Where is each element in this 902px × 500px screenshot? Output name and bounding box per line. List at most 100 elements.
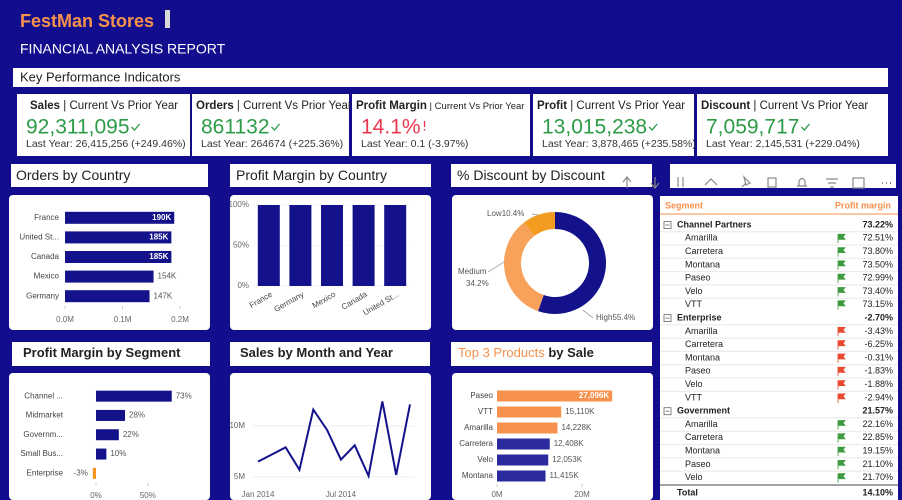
row-value: -0.31% <box>864 352 893 362</box>
category-label: France <box>34 213 59 222</box>
row-name: Carretera <box>685 246 723 256</box>
row-name: Carretera <box>685 339 723 349</box>
bar <box>95 409 126 421</box>
header-box <box>670 164 896 188</box>
y-tick-label: 0% <box>237 281 249 290</box>
x-tick-label: Jul 2014 <box>326 490 357 499</box>
pin-icon[interactable] <box>741 175 752 188</box>
row-value: -1.88% <box>864 379 893 389</box>
kpi-row: Sales | Current Vs Prior Year92,311,095L… <box>17 94 888 156</box>
kpi-value: 14.1% <box>361 116 421 139</box>
bar <box>257 205 280 286</box>
bar <box>65 251 172 263</box>
header-box <box>12 342 210 366</box>
value-label: 11,415K <box>550 471 580 480</box>
column-header: Segment <box>665 200 703 210</box>
chart-title: Sales by Month and Year <box>240 345 393 360</box>
kpi-card <box>17 94 190 156</box>
kpi-flag-icon <box>837 300 846 310</box>
slice-category: Low <box>487 209 502 218</box>
kpi-label: Orders | Current Vs Prior Year <box>196 100 352 112</box>
kpi-label-name: Profit <box>537 100 567 112</box>
value-label: 147K <box>154 291 173 300</box>
x-tick-label: 0.0M <box>56 315 74 324</box>
section-title: Key Performance Indicators <box>20 69 181 84</box>
chart-title-highlight: Top 3 Products <box>458 345 545 360</box>
column-header: Profit margin <box>835 200 891 210</box>
x-tick-label: 0.1M <box>114 315 132 324</box>
row-value: -1.83% <box>864 366 893 376</box>
kpi-check-icon <box>648 123 658 131</box>
category-label: Midmarket <box>26 411 64 420</box>
kpi-flag-icon <box>837 446 846 457</box>
value-label: 28% <box>129 411 145 420</box>
row-name: Paseo <box>685 273 711 283</box>
value-label: 12,408K <box>554 439 584 448</box>
alert-icon[interactable] <box>797 177 807 187</box>
focus-icon[interactable] <box>852 177 865 189</box>
group-name: Government <box>677 406 730 416</box>
row-value: 73.50% <box>862 259 893 269</box>
bar <box>384 205 407 286</box>
bar <box>497 470 546 482</box>
slice-category: High <box>596 313 612 322</box>
bar <box>95 448 107 460</box>
value-label: 185K <box>149 233 168 242</box>
copy-icon[interactable] <box>767 177 777 188</box>
row-name: Amarilla <box>685 326 718 336</box>
kpi-check-icon <box>131 123 141 131</box>
slice-category: Medium <box>458 267 487 276</box>
group-name: Channel Partners <box>677 219 752 229</box>
kpi-flag-icon <box>837 260 846 270</box>
kpi-card <box>352 94 530 156</box>
row-value: -6.25% <box>864 339 893 349</box>
drill-icon[interactable] <box>677 177 684 187</box>
bar <box>497 390 613 402</box>
value-label: 14,228K <box>561 423 591 432</box>
row-name: VTT <box>685 392 703 402</box>
x-tick-label: 0% <box>90 491 102 500</box>
category-label: Governm... <box>23 430 63 439</box>
category-label: Montana <box>462 471 494 480</box>
toolbar[interactable] <box>622 175 891 189</box>
kpi-flag-icon <box>837 247 846 257</box>
chart-title: Profit Margin by Segment <box>23 345 181 360</box>
x-tick-label: 0.2M <box>171 315 189 324</box>
value-label: -3% <box>74 468 88 477</box>
bar <box>497 422 558 434</box>
kpi-card <box>697 94 888 156</box>
bar <box>65 270 154 283</box>
kpi-label-suffix: | Current Vs Prior Year <box>234 100 352 112</box>
kpi-label: Profit Margin | Current Vs Prior Year <box>356 100 524 112</box>
value-label: 22% <box>123 430 139 439</box>
total-name: Total <box>677 487 698 497</box>
bar <box>289 205 312 286</box>
row-name: Velo <box>685 286 703 296</box>
slice-value: 10.4% <box>502 209 525 218</box>
chart-title: Orders by Country <box>16 167 130 183</box>
sort-down-icon[interactable] <box>650 177 660 189</box>
row-name: Velo <box>685 379 703 389</box>
sort-up-icon[interactable] <box>622 176 632 188</box>
kpi-flag-icon <box>837 433 846 443</box>
kpi-label-name: Orders <box>196 100 234 112</box>
row-name: Carretera <box>685 432 723 442</box>
collapse-icon <box>663 314 672 323</box>
collapse-icon <box>663 407 672 416</box>
panels <box>9 164 898 500</box>
group-value: 21.57% <box>862 406 893 416</box>
filter-icon[interactable] <box>826 178 838 188</box>
expand-icon[interactable] <box>704 178 718 186</box>
kpi-prior: Last Year: 26,415,256 (+249.46%) <box>26 138 186 150</box>
row-value: 22.85% <box>862 432 893 442</box>
kpi-flag-icon <box>837 340 846 350</box>
chart-panel <box>452 373 653 500</box>
value-label: 27,096K <box>579 391 609 400</box>
bar <box>65 290 150 303</box>
kpi-flag-icon <box>837 366 846 377</box>
section-bar <box>13 68 888 87</box>
kpi-label-name: Discount <box>701 100 750 112</box>
bar <box>95 429 119 441</box>
kpi-card <box>533 94 694 156</box>
value-label: 15,110K <box>565 407 595 416</box>
